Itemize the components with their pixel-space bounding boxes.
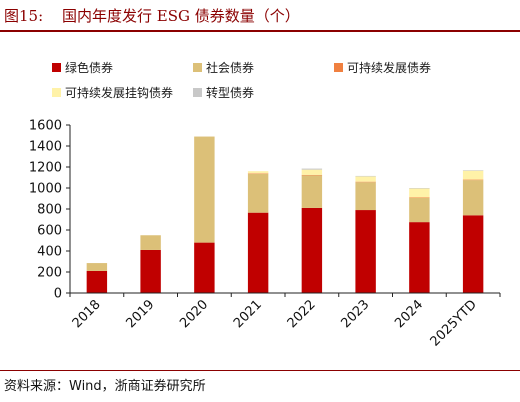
bar-segment xyxy=(462,180,484,216)
bar-segment xyxy=(140,235,161,250)
bar-segment xyxy=(301,175,323,208)
bar-segment xyxy=(247,212,269,293)
bar-segment xyxy=(462,170,484,180)
legend-item-sustainability-linked-bonds: 可持续发展挂钩债券 xyxy=(52,85,173,101)
bar-segment xyxy=(355,181,376,183)
bar-segment xyxy=(301,174,323,176)
y-tick-label: 0 xyxy=(54,287,62,302)
bar-segment xyxy=(301,169,323,175)
bar-segment xyxy=(409,222,430,293)
bar-segment xyxy=(140,249,161,293)
y-tick-label: 200 xyxy=(37,266,62,281)
bar-segment xyxy=(301,168,323,170)
x-axis: 2018 2019 2020 2021 2022 2023 2024 2025YTD xyxy=(69,292,501,350)
legend-swatch xyxy=(52,88,61,97)
legend-label: 社会债券 xyxy=(206,61,255,75)
y-tick-label: 400 xyxy=(37,245,62,260)
x-tick-label: 2024 xyxy=(392,297,426,331)
x-tick-label: 2019 xyxy=(123,297,157,331)
y-axis: 0 200 400 600 800 1000 1200 1400 1600 xyxy=(29,119,71,302)
source-note: 资料来源：Wind，浙商证券研究所 xyxy=(4,379,206,394)
legend-swatch xyxy=(52,63,61,72)
legend: 绿色债券 社会债券 可持续发展债券 可持续发展挂钩债券 转型债券 xyxy=(0,0,520,110)
bar-segment xyxy=(355,182,376,211)
legend-item-sustainability-bonds: 可持续发展债券 xyxy=(334,60,431,76)
bar-segment xyxy=(194,136,215,243)
x-tick-label: 2021 xyxy=(231,297,265,331)
x-tick-label: 2020 xyxy=(177,297,211,331)
bar-segment xyxy=(247,171,269,174)
x-tick-label: 2025YTD xyxy=(428,297,480,349)
bar-segment xyxy=(462,179,484,181)
bar-segment xyxy=(355,176,376,182)
legend-swatch xyxy=(193,88,202,97)
figure-label: 图15: xyxy=(4,7,44,25)
footer-divider xyxy=(0,370,520,371)
x-tick-label: 2018 xyxy=(70,297,104,331)
y-tick-label: 800 xyxy=(37,203,62,218)
bar-segment xyxy=(462,215,484,293)
title-text: 国内年度发行 ESG 债券数量（个） xyxy=(62,7,300,25)
bar-segment xyxy=(247,173,269,174)
legend-label: 可持续发展债券 xyxy=(347,61,432,75)
legend-label: 可持续发展挂钩债券 xyxy=(65,86,174,100)
y-tick-label: 1000 xyxy=(29,182,62,197)
bars xyxy=(86,136,484,293)
legend-label: 绿色债券 xyxy=(65,61,114,75)
bar-segment xyxy=(409,197,430,198)
bar-segment xyxy=(409,188,430,189)
legend-item-social-bonds: 社会债券 xyxy=(193,60,254,76)
y-tick-label: 1200 xyxy=(29,161,62,176)
chart-title: 图15: 国内年度发行 ESG 债券数量（个） xyxy=(4,4,516,28)
legend-item-transition-bonds: 转型债券 xyxy=(193,85,254,101)
legend-swatch xyxy=(334,63,343,72)
y-tick-label: 600 xyxy=(37,224,62,239)
legend-swatch xyxy=(193,63,202,72)
x-tick-label: 2023 xyxy=(338,297,372,331)
bar-segment xyxy=(409,197,430,223)
legend-item-green-bonds: 绿色债券 xyxy=(52,60,113,76)
x-tick-label: 2022 xyxy=(285,297,319,331)
bar-segment xyxy=(409,188,430,198)
bar-segment xyxy=(355,210,376,293)
legend-label: 转型债券 xyxy=(206,86,255,100)
bar-segment xyxy=(194,242,215,293)
bar-segment xyxy=(355,175,376,177)
bar-segment xyxy=(301,207,323,293)
y-tick-label: 1400 xyxy=(29,140,62,155)
bar-segment xyxy=(247,173,269,213)
bar-segment xyxy=(462,170,484,171)
bar-segment xyxy=(86,263,108,271)
bar-segment xyxy=(86,270,108,293)
title-divider xyxy=(0,30,520,32)
y-tick-label: 1600 xyxy=(29,119,62,134)
